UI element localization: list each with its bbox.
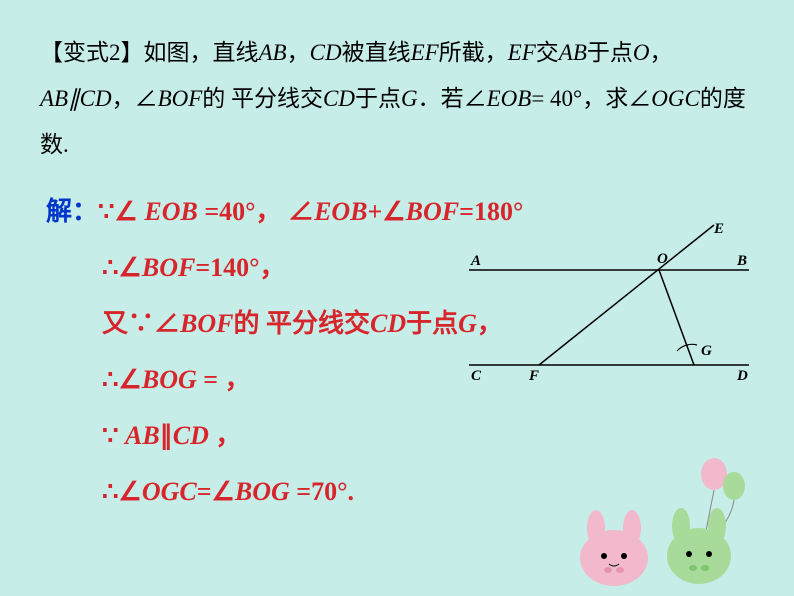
s3b: 的 平分线交	[233, 309, 370, 338]
ef2: EF	[508, 40, 536, 65]
ang3: ∠	[628, 86, 651, 111]
ang1: ∠	[135, 86, 158, 111]
s1eob: EOB	[144, 197, 197, 226]
t4: 交	[536, 40, 559, 65]
par: AB∥CD	[40, 86, 112, 111]
t6: 的 平分线交	[202, 86, 323, 111]
s2a: ∴∠	[102, 253, 142, 282]
ogc: OGC	[651, 86, 700, 111]
t3: 所截，	[439, 40, 508, 65]
t7: 于点	[355, 86, 401, 111]
svg-text:F: F	[528, 368, 539, 384]
s3cd: CD	[370, 309, 406, 338]
c1: ，	[287, 40, 310, 65]
s6b: =∠	[197, 477, 235, 506]
s2bof: BOF	[142, 253, 195, 282]
o: O	[633, 40, 650, 65]
cd: CD	[310, 40, 342, 65]
t5: 于点	[587, 40, 633, 65]
svg-text:D: D	[736, 368, 748, 384]
s3c: 于点	[406, 309, 458, 338]
problem-statement: 【变式2】如图，直线AB，CD被直线EF所截，EF交AB于点O，AB∥CD，∠B…	[40, 30, 754, 168]
ang2: ∠	[464, 86, 487, 111]
eob: EOB	[487, 86, 532, 111]
s1bof: BOF	[406, 197, 459, 226]
s6ogc: OGC	[142, 477, 197, 506]
s4b: = ，	[197, 365, 251, 394]
t1: 如图，直线	[144, 40, 259, 65]
ab: AB	[259, 40, 287, 65]
c3: ，	[112, 86, 135, 111]
bof: BOF	[158, 86, 203, 111]
ef: EF	[411, 40, 439, 65]
s3a: 又∵∠	[102, 309, 180, 338]
s5a: ∵	[102, 421, 125, 450]
t8: ．若	[418, 86, 464, 111]
svg-text:B: B	[736, 253, 747, 269]
s1eob2: EOB	[314, 197, 367, 226]
svg-text:C: C	[471, 368, 482, 384]
s4a: ∴∠	[102, 365, 142, 394]
svg-text:E: E	[713, 221, 724, 237]
s5b: ∥	[160, 421, 173, 450]
s6bog: BOG	[235, 477, 290, 506]
geometry-diagram: A B C D E F O G	[469, 215, 749, 385]
s1b: =40°， ∠	[198, 197, 314, 226]
s5ab: AB	[125, 421, 160, 450]
s4bog: BOG	[142, 365, 197, 394]
s2b: =140°，	[195, 253, 285, 282]
g: G	[401, 86, 418, 111]
s1c: +∠	[368, 197, 406, 226]
c2: ，	[650, 40, 673, 65]
t2: 被直线	[342, 40, 411, 65]
decoration	[559, 446, 749, 586]
svg-text:A: A	[470, 253, 481, 269]
problem-label: 【变式2】	[40, 40, 144, 65]
cd2: CD	[323, 86, 355, 111]
ab2: AB	[559, 40, 587, 65]
s3bof: BOF	[180, 309, 233, 338]
eq: = 40°，求	[531, 86, 628, 111]
svg-text:G: G	[701, 343, 712, 359]
s6a: ∴∠	[102, 477, 142, 506]
s5cd: CD	[173, 421, 209, 450]
s5c: ，	[209, 421, 242, 450]
svg-text:O: O	[657, 251, 668, 267]
s6c: =70°.	[290, 477, 354, 506]
s1a: ∵∠	[98, 197, 144, 226]
solution-prefix: 解：	[46, 197, 98, 226]
